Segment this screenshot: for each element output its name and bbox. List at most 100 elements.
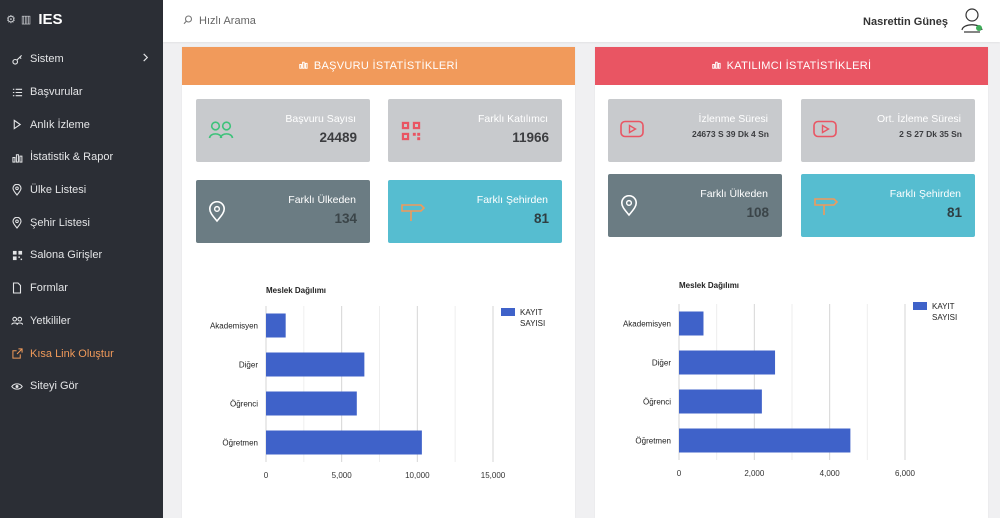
stat-card-farkli-ulkeden: Farklı Ülkeden 134 [196,180,370,243]
sidebar-item-label: Formlar [30,282,68,295]
youtube-icon [620,120,644,143]
chart-title: Meslek Dağılımı [266,286,326,295]
sidebar-item-sehir-listesi[interactable]: Şehir Listesi [0,206,163,239]
meslek-chart: Meslek Dağılımı 0 2,000 4,000 6,000 Akademisy… [623,281,957,478]
x-tick-label: 10,000 [405,471,430,480]
stat-value: 108 [746,205,769,220]
sidebar-item-salona-girisler[interactable]: Salona Girişler [0,239,163,272]
stat-label: İzlenme Süresi [698,113,768,125]
y-tick-label: Akademisyen [210,322,258,331]
stat-card-ort-izleme-suresi: Ort. İzleme Süresi 2 S 27 Dk 35 Sn [801,99,975,162]
chevron-right-icon [142,53,149,65]
sidebar-item-anlik-izleme[interactable]: Anlık İzleme [0,108,163,141]
search-box[interactable]: Hızlı Arama [183,14,256,28]
legend-label: SAYISI [520,319,545,328]
sidebar-item-sistem[interactable]: Sistem [0,43,163,76]
app-title: IES [38,10,63,28]
stat-label: Başvuru Sayısı [285,113,356,125]
sidebar-item-siteyi-gor[interactable]: Siteyi Gör [0,370,163,403]
x-tick-label: 2,000 [744,469,765,478]
sidebar-item-yetkililer[interactable]: Yetkililer [0,305,163,338]
stat-value: 24489 [319,130,357,145]
y-tick-label: Öğretmen [635,437,671,446]
map-pin-icon [11,184,23,196]
sidebar-item-label: İstatistik & Rapor [30,151,114,164]
x-tick-label: 15,000 [481,471,506,480]
stat-value: 2 S 27 Dk 35 Sn [899,129,962,139]
legend-swatch [501,308,515,316]
stat-label: Farklı Ülkeden [288,194,356,206]
stat-card-farkli-katilimci: Farklı Katılımcı 11966 [388,99,562,162]
katilimci-panel: KATILIMCI İSTATİSTİKLERİ İzlenme Süresi … [595,47,988,518]
meslek-chart: Meslek Dağılımı 0 5,000 10,000 15,000 Akademi… [210,286,545,480]
stat-card-basvuru-sayisi: Başvuru Sayısı 24489 [196,99,370,162]
file-icon [11,282,23,294]
sidebar-item-label: Kısa Link Oluştur [30,347,114,360]
bar [679,428,851,453]
stat-label: Farklı Şehirden [889,188,961,200]
legend-swatch [913,302,927,310]
brand[interactable]: ⚙ ▥ IES [0,0,163,38]
sidebar-item-label: Başvurular [30,86,83,99]
bar-chart-icon [299,60,308,72]
users-icon [11,316,23,326]
stat-value: 134 [334,211,357,226]
avatar[interactable] [960,6,984,37]
stat-label: Farklı Şehirden [476,194,548,206]
bar-chart-icon [11,152,23,163]
stat-value: 81 [946,205,962,220]
sidebar-item-ulke-listesi[interactable]: Ülke Listesi [0,174,163,207]
sidebar-item-label: Yetkililer [30,314,71,327]
stat-card-farkli-ulkeden: Farklı Ülkeden 108 [608,174,782,237]
panel-header: KATILIMCI İSTATİSTİKLERİ [595,47,988,85]
y-tick-label: Diğer [652,359,671,368]
bar [679,389,762,414]
youtube-icon [813,120,837,143]
sidebar-item-formlar[interactable]: Formlar [0,272,163,305]
bar-chart-icon [711,60,721,72]
x-tick-label: 0 [264,471,269,480]
eye-icon [11,382,23,391]
stat-label: Ort. İzleme Süresi [876,113,961,125]
search-input[interactable]: Hızlı Arama [199,15,256,27]
search-icon [183,14,193,28]
sidebar-item-label: Salona Girişler [30,249,103,262]
basvuru-panel: BAŞVURU İSTATİSTİKLERİ Başvuru Sayısı 24… [182,47,575,518]
signpost-icon [400,201,426,228]
y-tick-label: Diğer [239,361,258,370]
y-tick-label: Öğrenci [230,400,258,409]
sidebar-item-label: Anlık İzleme [30,118,90,131]
stat-label: Farklı Ülkeden [700,188,768,200]
legend-label: KAYIT [520,308,543,317]
qr-code-icon [400,120,422,147]
sidebar-item-label: Sistem [30,53,64,66]
y-tick-label: Öğretmen [222,439,258,448]
list-icon [11,87,23,98]
stat-value: 24673 S 39 Dk 4 Sn [691,129,769,139]
legend-label: SAYISI [932,313,957,322]
topbar: Hızlı Arama Nasrettin Güneş [163,0,1000,42]
y-tick-label: Akademisyen [623,320,671,329]
map-pin-icon [11,216,23,229]
sidebar: ⚙ ▥ IES Sistem Başvurular Anlık İzleme İ… [0,0,163,518]
external-link-icon [11,348,23,359]
map-pin-icon [208,201,226,228]
stat-card-izlenme-suresi: İzlenme Süresi 24673 S 39 Dk 4 Sn [608,99,782,162]
users-icon [208,120,234,145]
sidebar-item-istatistik-rapor[interactable]: İstatistik & Rapor [0,141,163,174]
user-menu[interactable]: Nasrettin Güneş [863,6,984,37]
bar [266,352,365,377]
panel-title: KATILIMCI İSTATİSTİKLERİ [726,60,872,72]
brand-gear-icon: ⚙ ▥ [6,13,33,26]
chart-title: Meslek Dağılımı [679,281,739,290]
stat-value: 11966 [512,130,549,145]
sidebar-item-basvurular[interactable]: Başvurular [0,76,163,109]
sidebar-item-kisa-link-olustur[interactable]: Kısa Link Oluştur [0,337,163,370]
user-name: Nasrettin Güneş [863,15,948,28]
stat-card-farkli-sehirden: Farklı Şehirden 81 [801,174,975,237]
play-icon [11,119,23,130]
x-tick-label: 4,000 [820,469,841,478]
stat-card-farkli-sehirden: Farklı Şehirden 81 [388,180,562,243]
legend-label: KAYIT [932,302,955,311]
bar [679,311,704,336]
